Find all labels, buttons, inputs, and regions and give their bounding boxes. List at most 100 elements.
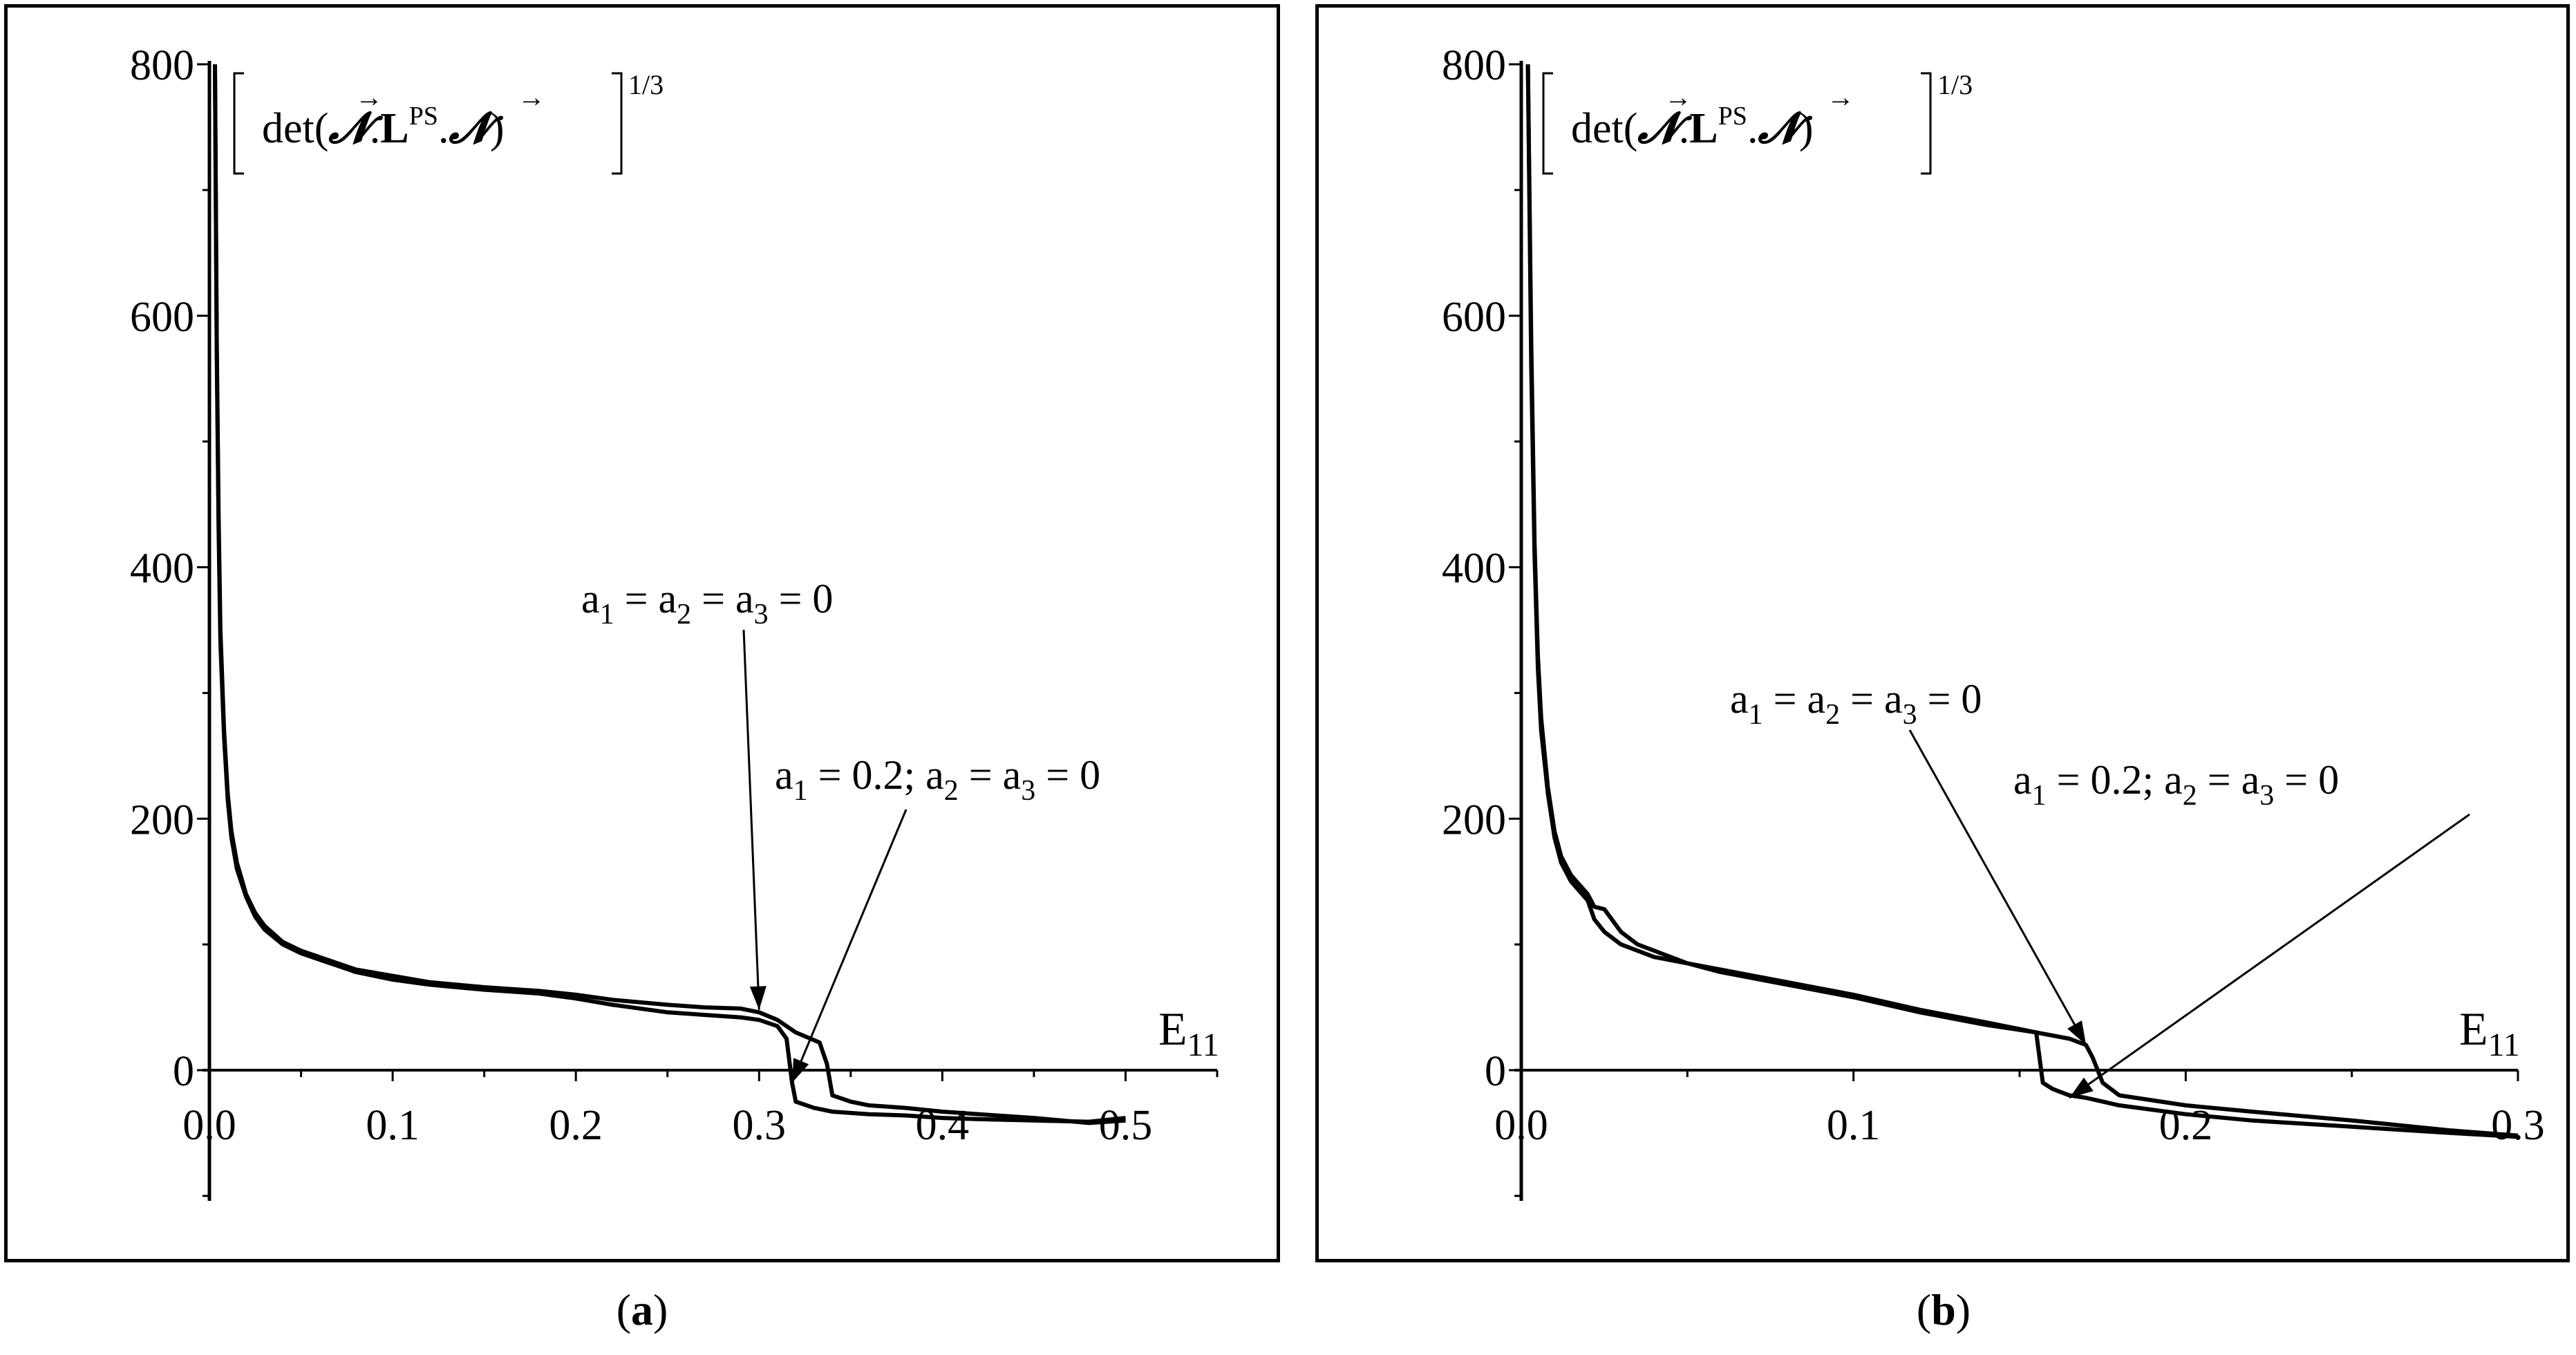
panel-b-y-label-dot2: .	[1747, 105, 1758, 152]
panel-a-y-tick-label: 800	[130, 42, 194, 89]
panel-b-annotation-sub: 3	[2259, 780, 2274, 812]
panel-b-annotation-arrowhead-1	[2067, 1020, 2087, 1045]
panel-a-annotation-sub: 3	[1021, 775, 1035, 807]
panel-a-y-label-L: L	[380, 105, 408, 152]
panel-b-y-tick-label: 800	[1442, 42, 1506, 89]
panel-a-y-label-det: det(	[262, 105, 328, 152]
panel-a-y-label-left-bracket	[233, 72, 244, 175]
panel-b-annotation-sub: 1	[1749, 699, 1763, 731]
panel-b-x-tick-label: 0.3	[2491, 1102, 2545, 1149]
panel-b-y-label-right-bracket	[1921, 72, 1932, 175]
panel-b-y-label-det: det(	[1571, 105, 1637, 152]
panel-b-y-axis-label: det(𝓝.LPS.𝓝)	[1571, 102, 1814, 152]
panel-a-y-label-dot2: .	[438, 105, 449, 152]
panel-b-y-label-PS: PS	[1718, 102, 1747, 131]
panel-a-annotation-arrow-2	[791, 809, 908, 1083]
panel-b-annotation-eq: = 0	[1917, 676, 1982, 722]
panel-a-annotation-arrowhead-2	[791, 1058, 809, 1083]
panel-a-annotation-sub: 1	[600, 599, 614, 630]
panel-b-annotation-sub: 2	[2183, 780, 2197, 812]
panel-b-x-tick-label: 0.0	[1494, 1102, 1548, 1149]
panel-a-frame: 0 200 400 600 800 0.0 0.1 0.2 0.3 0.4 0.5 E11 det(𝓝.…	[4, 4, 1280, 1262]
panel-b-annotation-eq: = 0	[2274, 757, 2339, 803]
panel-a-x-axis-label: E11	[1158, 1002, 1219, 1063]
panel-b-x-axis-label-main: E	[2459, 1002, 2488, 1055]
panel-a-annotation-arrowhead-1	[749, 986, 767, 1010]
caption-a-letter: a	[631, 1285, 653, 1334]
panel-b-caption: (b)	[1874, 1284, 2013, 1336]
panel-b-y-label-power: 1/3	[1937, 69, 1973, 100]
panel-a-annotation-eq: = a	[691, 576, 753, 622]
panel-b-x-axis-label: E11	[2459, 1002, 2520, 1063]
panel-b-annotation-eq: = a	[1763, 676, 1825, 722]
caption-b-close: )	[1955, 1285, 1971, 1334]
panel-b-frame: 0 200 400 600 800 0.0 0.1 0.2 0.3 E11 det(𝓝.LPS.𝓝)…	[1315, 4, 2570, 1262]
panel-a-y-label-dot1: .	[370, 105, 381, 152]
panel-b-annotation-arrow-1	[1908, 729, 2087, 1046]
panel-a-annotation-eq: = 0.2; a	[808, 752, 944, 798]
panel-b-y-label-arrow-2: →	[1827, 82, 1854, 113]
panel-b-y-tick-label: 0	[1485, 1048, 1506, 1095]
panel-b-annotation-a: a	[2013, 757, 2032, 803]
panel-b-annotation-a: a	[1730, 676, 1749, 722]
caption-b-open: (	[1916, 1285, 1932, 1334]
panel-b-x-tick-label: 0.1	[1827, 1102, 1881, 1149]
panel-a-y-label-arrow-1: →	[355, 82, 383, 113]
panel-a-annotation-2: a1 = 0.2; a2 = a3 = 0	[775, 752, 1100, 807]
panel-a-x-tick-label: 0.3	[733, 1102, 787, 1149]
panel-a-annotation-sub: 2	[677, 599, 691, 630]
panel-b-annotation-sub: 2	[1825, 699, 1840, 731]
panel-b-y-label-close: )	[1799, 105, 1814, 152]
panel-b-annotation-sub: 1	[2032, 780, 2047, 812]
panel-b-y-tick-label: 600	[1442, 294, 1506, 341]
panel-a-annotation-eq: = 0	[769, 576, 834, 622]
panel-b-annotation-eq: = 0.2; a	[2047, 757, 2183, 803]
panel-b-annotation-2: a1 = 0.2; a2 = a3 = 0	[2013, 757, 2339, 812]
panel-a-y-label-arrow-2: →	[518, 82, 545, 113]
panel-b-y-label-arrow-1: →	[1664, 82, 1692, 113]
panel-a-x-axis-label-main: E	[1158, 1002, 1187, 1055]
panel-a-x-tick-label: 0.2	[549, 1102, 603, 1149]
panel-a-annotation-sub: 2	[944, 775, 959, 807]
panel-a-y-tick-label: 200	[130, 796, 194, 843]
caption-a-open: (	[616, 1285, 631, 1334]
panel-b-annotation-sub: 3	[1903, 699, 1917, 731]
panel-a-annotation-1: a1 = a2 = a3 = 0	[581, 576, 833, 630]
panel-a-y-axis-label: det(𝓝.LPS.𝓝)	[262, 102, 505, 152]
panel-a-x-tick-label: 0.5	[1099, 1102, 1153, 1149]
panel-b-y-label-dot1: .	[1679, 105, 1690, 152]
panel-a-annotation-a: a	[581, 576, 600, 622]
panel-b-y-label-left-bracket	[1542, 72, 1553, 175]
panel-b-annotation-1: a1 = a2 = a3 = 0	[1730, 676, 1982, 731]
panel-a-annotation-sub: 3	[754, 599, 769, 630]
panel-b-annotation-arrow-2	[2069, 813, 2470, 1099]
caption-a-close: )	[653, 1285, 668, 1334]
panel-a-annotation-eq: = 0	[1035, 752, 1100, 798]
panel-a-annotation-eq: = a	[959, 752, 1021, 798]
panel-b-y-tick-label: 400	[1442, 545, 1506, 592]
panel-a-y-label-power: 1/3	[628, 69, 664, 100]
panel-a-caption: (a)	[573, 1284, 711, 1336]
panel-a-annotation-a: a	[775, 752, 793, 798]
panel-b-y-tick-label: 200	[1442, 796, 1506, 843]
panel-b-annotation-eq: = a	[2197, 757, 2259, 803]
panel-a-y-label-PS: PS	[409, 102, 438, 131]
panel-a-y-label-right-bracket	[612, 72, 623, 175]
panel-b-x-axis-label-sub: 11	[2488, 1027, 2520, 1063]
panel-a-x-axis-label-sub: 11	[1187, 1027, 1219, 1063]
panel-a-x-tick-label: 0.0	[182, 1102, 236, 1149]
panel-a-annotation-sub: 1	[793, 775, 808, 807]
panel-a-x-tick-label: 0.1	[366, 1102, 420, 1149]
panel-b-y-label-L: L	[1689, 105, 1718, 152]
panel-a-annotation-eq: = a	[614, 576, 677, 622]
panel-a-y-label-close: )	[490, 105, 505, 152]
panel-b-annotation-eq: = a	[1840, 676, 1902, 722]
panel-b-series-line-2	[1525, 64, 2519, 1139]
panel-b-annotation-arrowhead-2	[2069, 1077, 2094, 1099]
panel-a-y-tick-label: 600	[130, 294, 194, 341]
panel-b-series-line-1	[1525, 64, 2519, 1138]
panel-a-series-line-2	[213, 64, 1126, 1124]
panel-a-y-tick-label: 400	[130, 545, 194, 592]
